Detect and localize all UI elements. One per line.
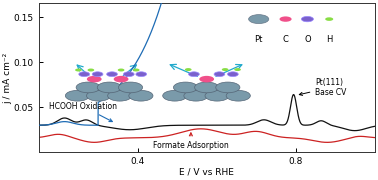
Circle shape xyxy=(199,76,214,82)
Circle shape xyxy=(234,68,241,71)
Circle shape xyxy=(107,72,118,76)
Circle shape xyxy=(249,15,269,24)
Circle shape xyxy=(301,16,313,22)
Circle shape xyxy=(205,90,229,101)
Circle shape xyxy=(92,72,103,76)
Circle shape xyxy=(76,82,100,93)
Text: Formate Adsorption: Formate Adsorption xyxy=(153,133,229,150)
Circle shape xyxy=(279,16,291,22)
Circle shape xyxy=(88,69,94,71)
Circle shape xyxy=(163,90,187,101)
Circle shape xyxy=(65,90,90,101)
Circle shape xyxy=(118,69,124,71)
Circle shape xyxy=(222,68,229,71)
Circle shape xyxy=(118,82,143,93)
Circle shape xyxy=(75,69,82,71)
Circle shape xyxy=(195,82,219,93)
Circle shape xyxy=(97,82,121,93)
Y-axis label: j / mA cm⁻²: j / mA cm⁻² xyxy=(3,52,12,104)
Circle shape xyxy=(136,72,147,76)
Text: C: C xyxy=(283,35,288,44)
Circle shape xyxy=(226,90,250,101)
Circle shape xyxy=(79,72,90,76)
Text: Pt: Pt xyxy=(254,35,263,44)
Circle shape xyxy=(228,72,238,76)
Circle shape xyxy=(214,72,225,76)
X-axis label: E / V vs RHE: E / V vs RHE xyxy=(179,168,234,177)
Circle shape xyxy=(124,72,134,76)
Circle shape xyxy=(87,90,111,101)
Text: HCOOH Oxidation: HCOOH Oxidation xyxy=(49,102,117,122)
Circle shape xyxy=(108,90,132,101)
Circle shape xyxy=(129,90,153,101)
Circle shape xyxy=(114,76,129,82)
Circle shape xyxy=(216,82,240,93)
Circle shape xyxy=(189,72,199,76)
Circle shape xyxy=(185,68,192,71)
Text: O: O xyxy=(304,35,311,44)
Circle shape xyxy=(87,76,102,82)
Circle shape xyxy=(174,82,198,93)
Circle shape xyxy=(325,17,333,21)
Circle shape xyxy=(133,69,139,71)
Text: H: H xyxy=(326,35,332,44)
Circle shape xyxy=(184,90,208,101)
Text: Pt(111)
Base CV: Pt(111) Base CV xyxy=(299,78,347,97)
